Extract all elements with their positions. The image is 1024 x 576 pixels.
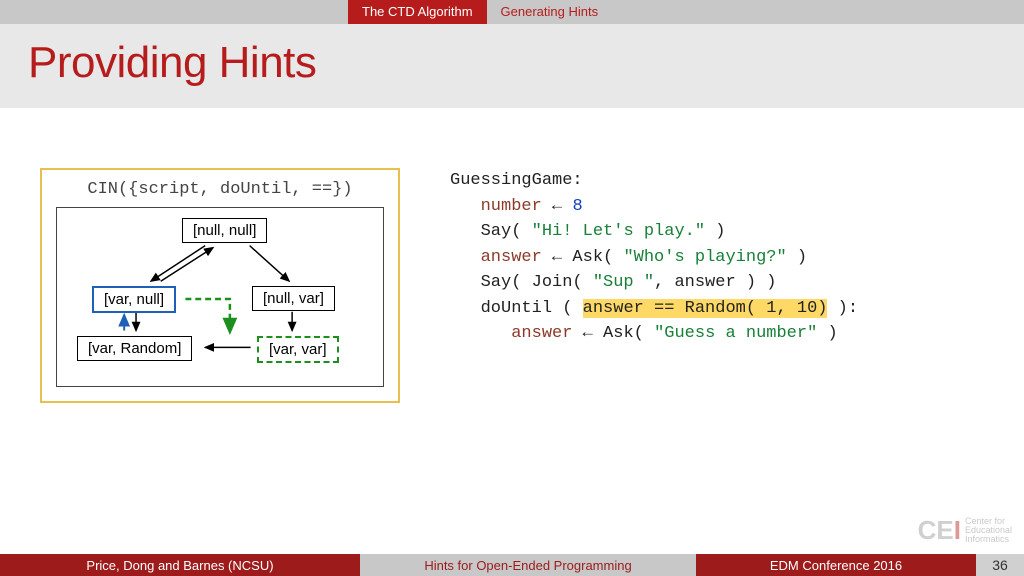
cei-logo: CEI Center forEducationalInformatics xyxy=(918,515,1012,546)
footer-bar: Price, Dong and Barnes (NCSU) Hints for … xyxy=(0,554,1024,576)
diagram-title: CIN({script, doUntil, ==}) xyxy=(56,180,384,199)
node-null-null: [null, null] xyxy=(182,218,267,243)
node-var-var: [var, var] xyxy=(257,336,339,363)
highlighted-condition: answer == Random( 1, 10) xyxy=(583,299,828,318)
code-block: GuessingGame: number ← 8 Say( "Hi! Let's… xyxy=(450,168,858,403)
cin-diagram: CIN({script, doUntil, ==}) [null, null] … xyxy=(40,168,400,403)
node-null-var: [null, var] xyxy=(252,286,335,311)
footer-authors: Price, Dong and Barnes (NCSU) xyxy=(0,554,360,576)
breadcrumb-bar: The CTD Algorithm Generating Hints xyxy=(0,0,1024,24)
node-var-null: [var, null] xyxy=(92,286,176,313)
tab-ctd: The CTD Algorithm xyxy=(348,0,487,24)
slide-header: Providing Hints xyxy=(0,24,1024,108)
page-title: Providing Hints xyxy=(28,38,996,88)
diagram-body: [null, null] [var, null] [null, var] [va… xyxy=(56,207,384,387)
footer-conference: EDM Conference 2016 xyxy=(696,554,976,576)
footer-title: Hints for Open-Ended Programming xyxy=(360,554,696,576)
tab-hints: Generating Hints xyxy=(487,0,613,24)
footer-page-number: 36 xyxy=(976,554,1024,576)
node-var-random: [var, Random] xyxy=(77,336,192,361)
